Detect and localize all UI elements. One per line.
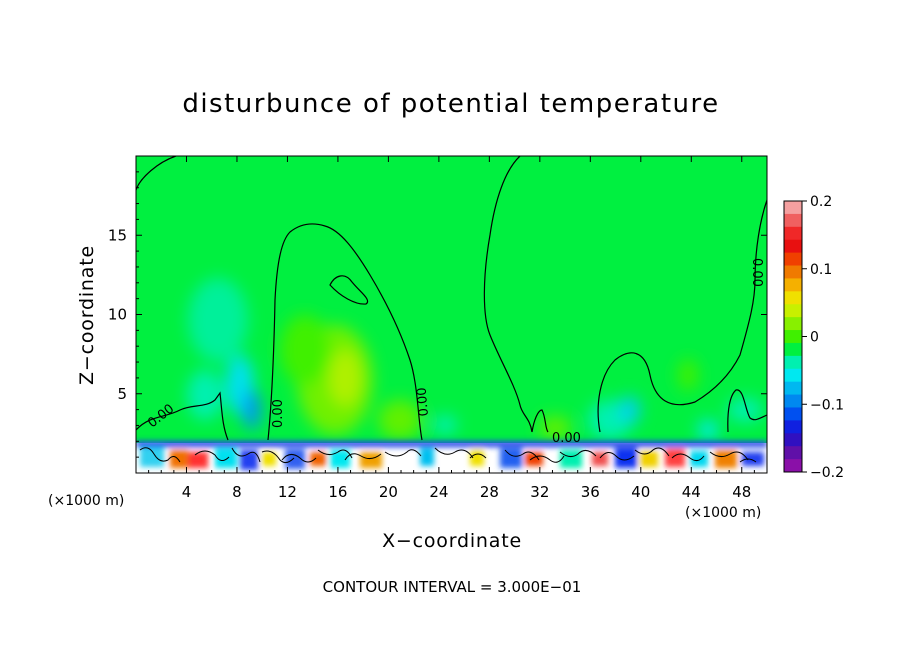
contour-right-small [727,389,767,433]
colorbar-swatch [784,226,802,241]
contour-interval-note: CONTOUR INTERVAL = 3.000E−01 [323,578,582,596]
colorbar-swatch [784,368,802,383]
colorbar-swatch [784,239,802,254]
contour-upper-left [136,156,177,191]
colorbar-swatch [784,446,802,460]
contour-central [267,223,423,441]
colorbar-swatch [784,278,802,292]
colorbar-swatch [784,213,802,228]
x-tick-label: 28 [480,483,499,501]
contour-label: 0.00 [749,258,764,287]
x-tick-label: 12 [278,483,297,501]
colorbar-tick-label: 0.2 [810,194,832,210]
y-axis-label: Z−coordinate [76,245,98,385]
x-tick-label: 36 [581,483,600,501]
contour-right-lower [597,199,767,433]
colorbar-swatch [784,317,802,331]
x-axis: 4 8 12 16 20 24 28 32 36 40 44 48 [148,156,755,501]
x-tick-label: 44 [682,483,701,501]
x-axis-label: X−coordinate [382,530,522,552]
x-unit-left: (×1000 m) [48,493,124,509]
colorbar-tick-label: 0.1 [810,262,832,278]
zero-contours [136,156,767,441]
colorbar-swatch [784,342,802,357]
heatmap-field: 0.00 0.00 0.00 0.00 0.00 [136,156,767,473]
colorbar-swatch [784,330,802,344]
x-tick-label: 32 [530,483,549,501]
x-tick-label: 16 [328,483,347,501]
colorbar-swatch [784,394,802,408]
boundary-layer [136,441,767,473]
x-tick-label: 24 [429,483,448,501]
colorbar-swatch [784,291,802,305]
colorbar-swatch [784,433,802,447]
colorbar-swatch [784,252,802,267]
colorbar-tick-label: −0.1 [810,397,844,413]
colorbar-swatch [784,355,802,370]
y-tick-label: 10 [108,306,127,324]
colorbar-swatch [784,459,802,473]
x-unit-right: (×1000 m) [685,505,761,521]
x-tick-label: 20 [379,483,398,501]
y-tick-label: 15 [108,226,127,244]
contour-right-large [483,156,533,433]
colorbar-swatch [784,265,802,279]
colorbar-swatch [784,381,802,396]
y-axis: 5 10 15 [108,171,767,458]
colorbar-swatch [784,201,802,215]
x-tick-label: 8 [232,483,242,501]
x-tick-label: 48 [732,483,751,501]
x-tick-label: 4 [182,483,192,501]
colorbar-swatch [784,304,802,318]
contour-left [136,391,229,441]
colorbar [784,201,802,473]
contour-label: 0.00 [552,431,581,446]
colorbar-ticks: 0.2 0.1 0 −0.1 −0.2 [802,194,844,481]
contour-label: 0.00 [271,399,286,428]
colorbar-swatch [784,420,802,434]
contour-central-loop [329,275,369,305]
field-anomalies [187,278,763,440]
contour-bump [531,409,549,433]
colorbar-tick-label: −0.2 [810,465,844,481]
colorbar-tick-label: 0 [810,330,819,346]
y-tick-label: 5 [117,385,127,403]
contour-label: 0.00 [415,387,432,417]
x-tick-label: 40 [631,483,650,501]
chart-title: disturbunce of potential temperature [182,89,719,119]
colorbar-swatch [784,407,802,421]
